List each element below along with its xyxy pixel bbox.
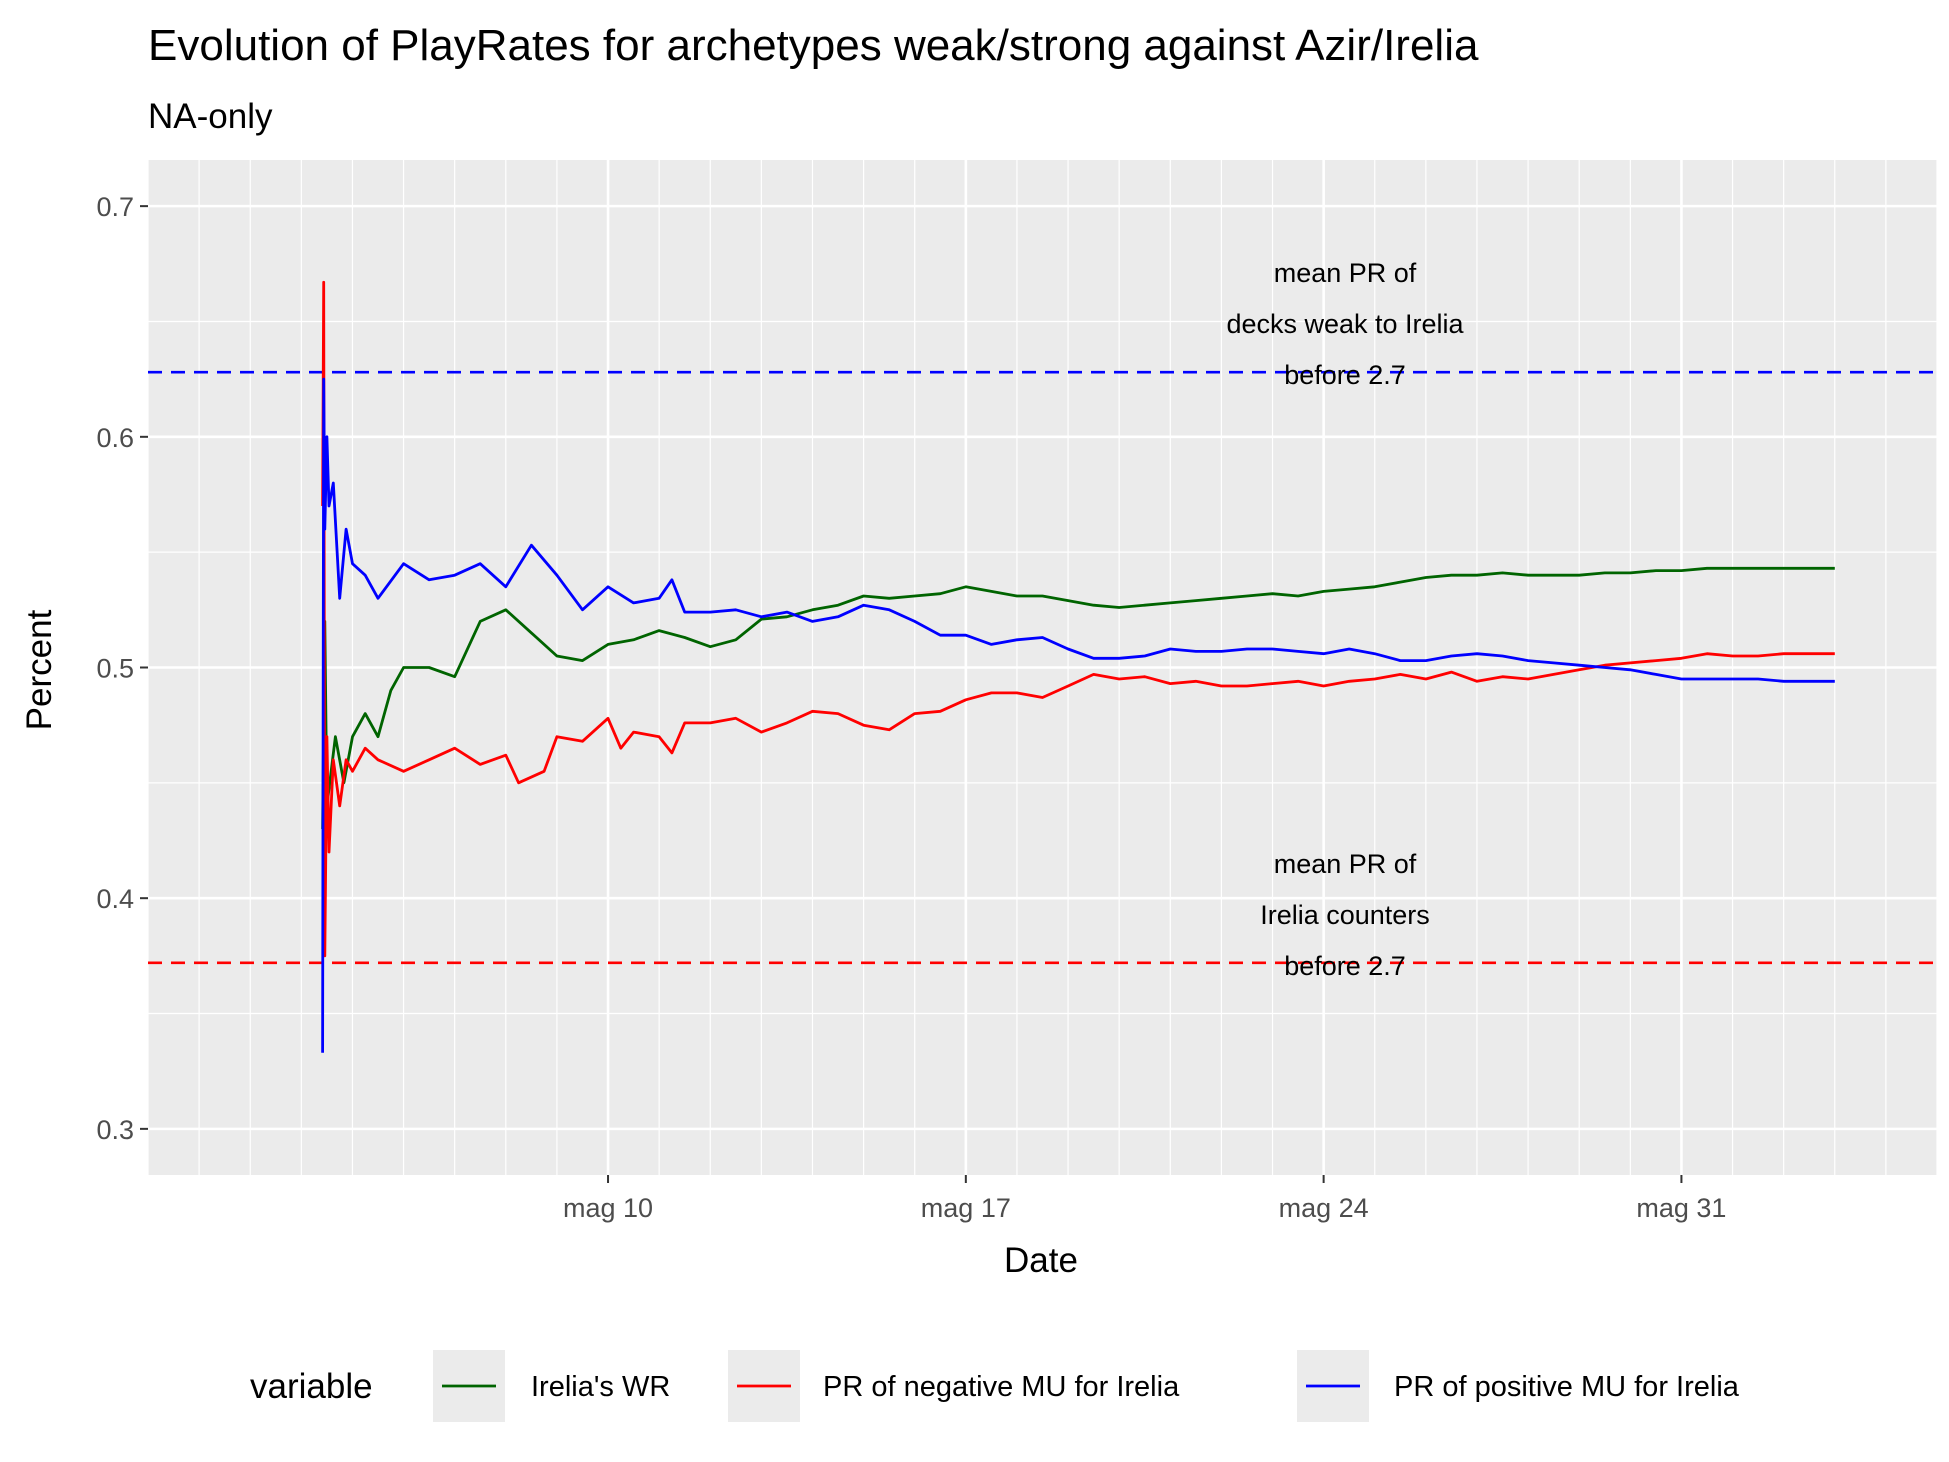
chart-title: Evolution of PlayRates for archetypes we… (148, 21, 1479, 70)
x-axis-title: Date (1004, 1241, 1078, 1280)
x-tick-label: mag 31 (1636, 1193, 1726, 1223)
series-line-2 (321, 280, 1835, 958)
legend: variable Irelia's WR PR of negative MU fo… (250, 1350, 1740, 1422)
axes: 0.3 0.4 0.5 0.6 0.7 mag 10 mag 17 mag 24 mag 31 (96, 192, 1726, 1223)
y-axis-title: Percent (20, 609, 59, 730)
y-tick-label: 0.3 (96, 1115, 134, 1145)
reference-label-2-line-3: before 2.7 (1284, 951, 1406, 981)
chart-subtitle: NA-only (148, 97, 273, 136)
y-tick-label: 0.5 (96, 654, 134, 684)
data-series (321, 280, 1835, 1053)
legend-label-2: PR of negative MU for Irelia (823, 1371, 1180, 1403)
y-tick-label: 0.6 (96, 423, 134, 453)
y-tick-label: 0.4 (96, 884, 134, 914)
reference-label-2-line-1: mean PR of (1274, 849, 1417, 879)
reference-label-1-line-1: mean PR of (1274, 258, 1417, 288)
reference-label-2-line-2: Irelia counters (1260, 900, 1430, 930)
series-line-1 (321, 566, 1835, 830)
x-tick-label: mag 24 (1279, 1193, 1369, 1223)
x-tick-label: mag 17 (921, 1193, 1011, 1223)
grid-lines (147, 160, 1938, 1175)
y-tick-label: 0.7 (96, 192, 134, 222)
legend-title: variable (250, 1367, 373, 1406)
legend-label-1: Irelia's WR (531, 1371, 670, 1403)
series-line-3 (321, 377, 1835, 1053)
reference-label-1-line-2: decks weak to Irelia (1226, 309, 1464, 339)
x-tick-label: mag 10 (563, 1193, 653, 1223)
legend-label-3: PR of positive MU for Irelia (1394, 1371, 1740, 1403)
reference-label-1-line-3: before 2.7 (1284, 360, 1406, 390)
annotations: mean PR of decks weak to Irelia before 2.7… (1226, 258, 1464, 981)
